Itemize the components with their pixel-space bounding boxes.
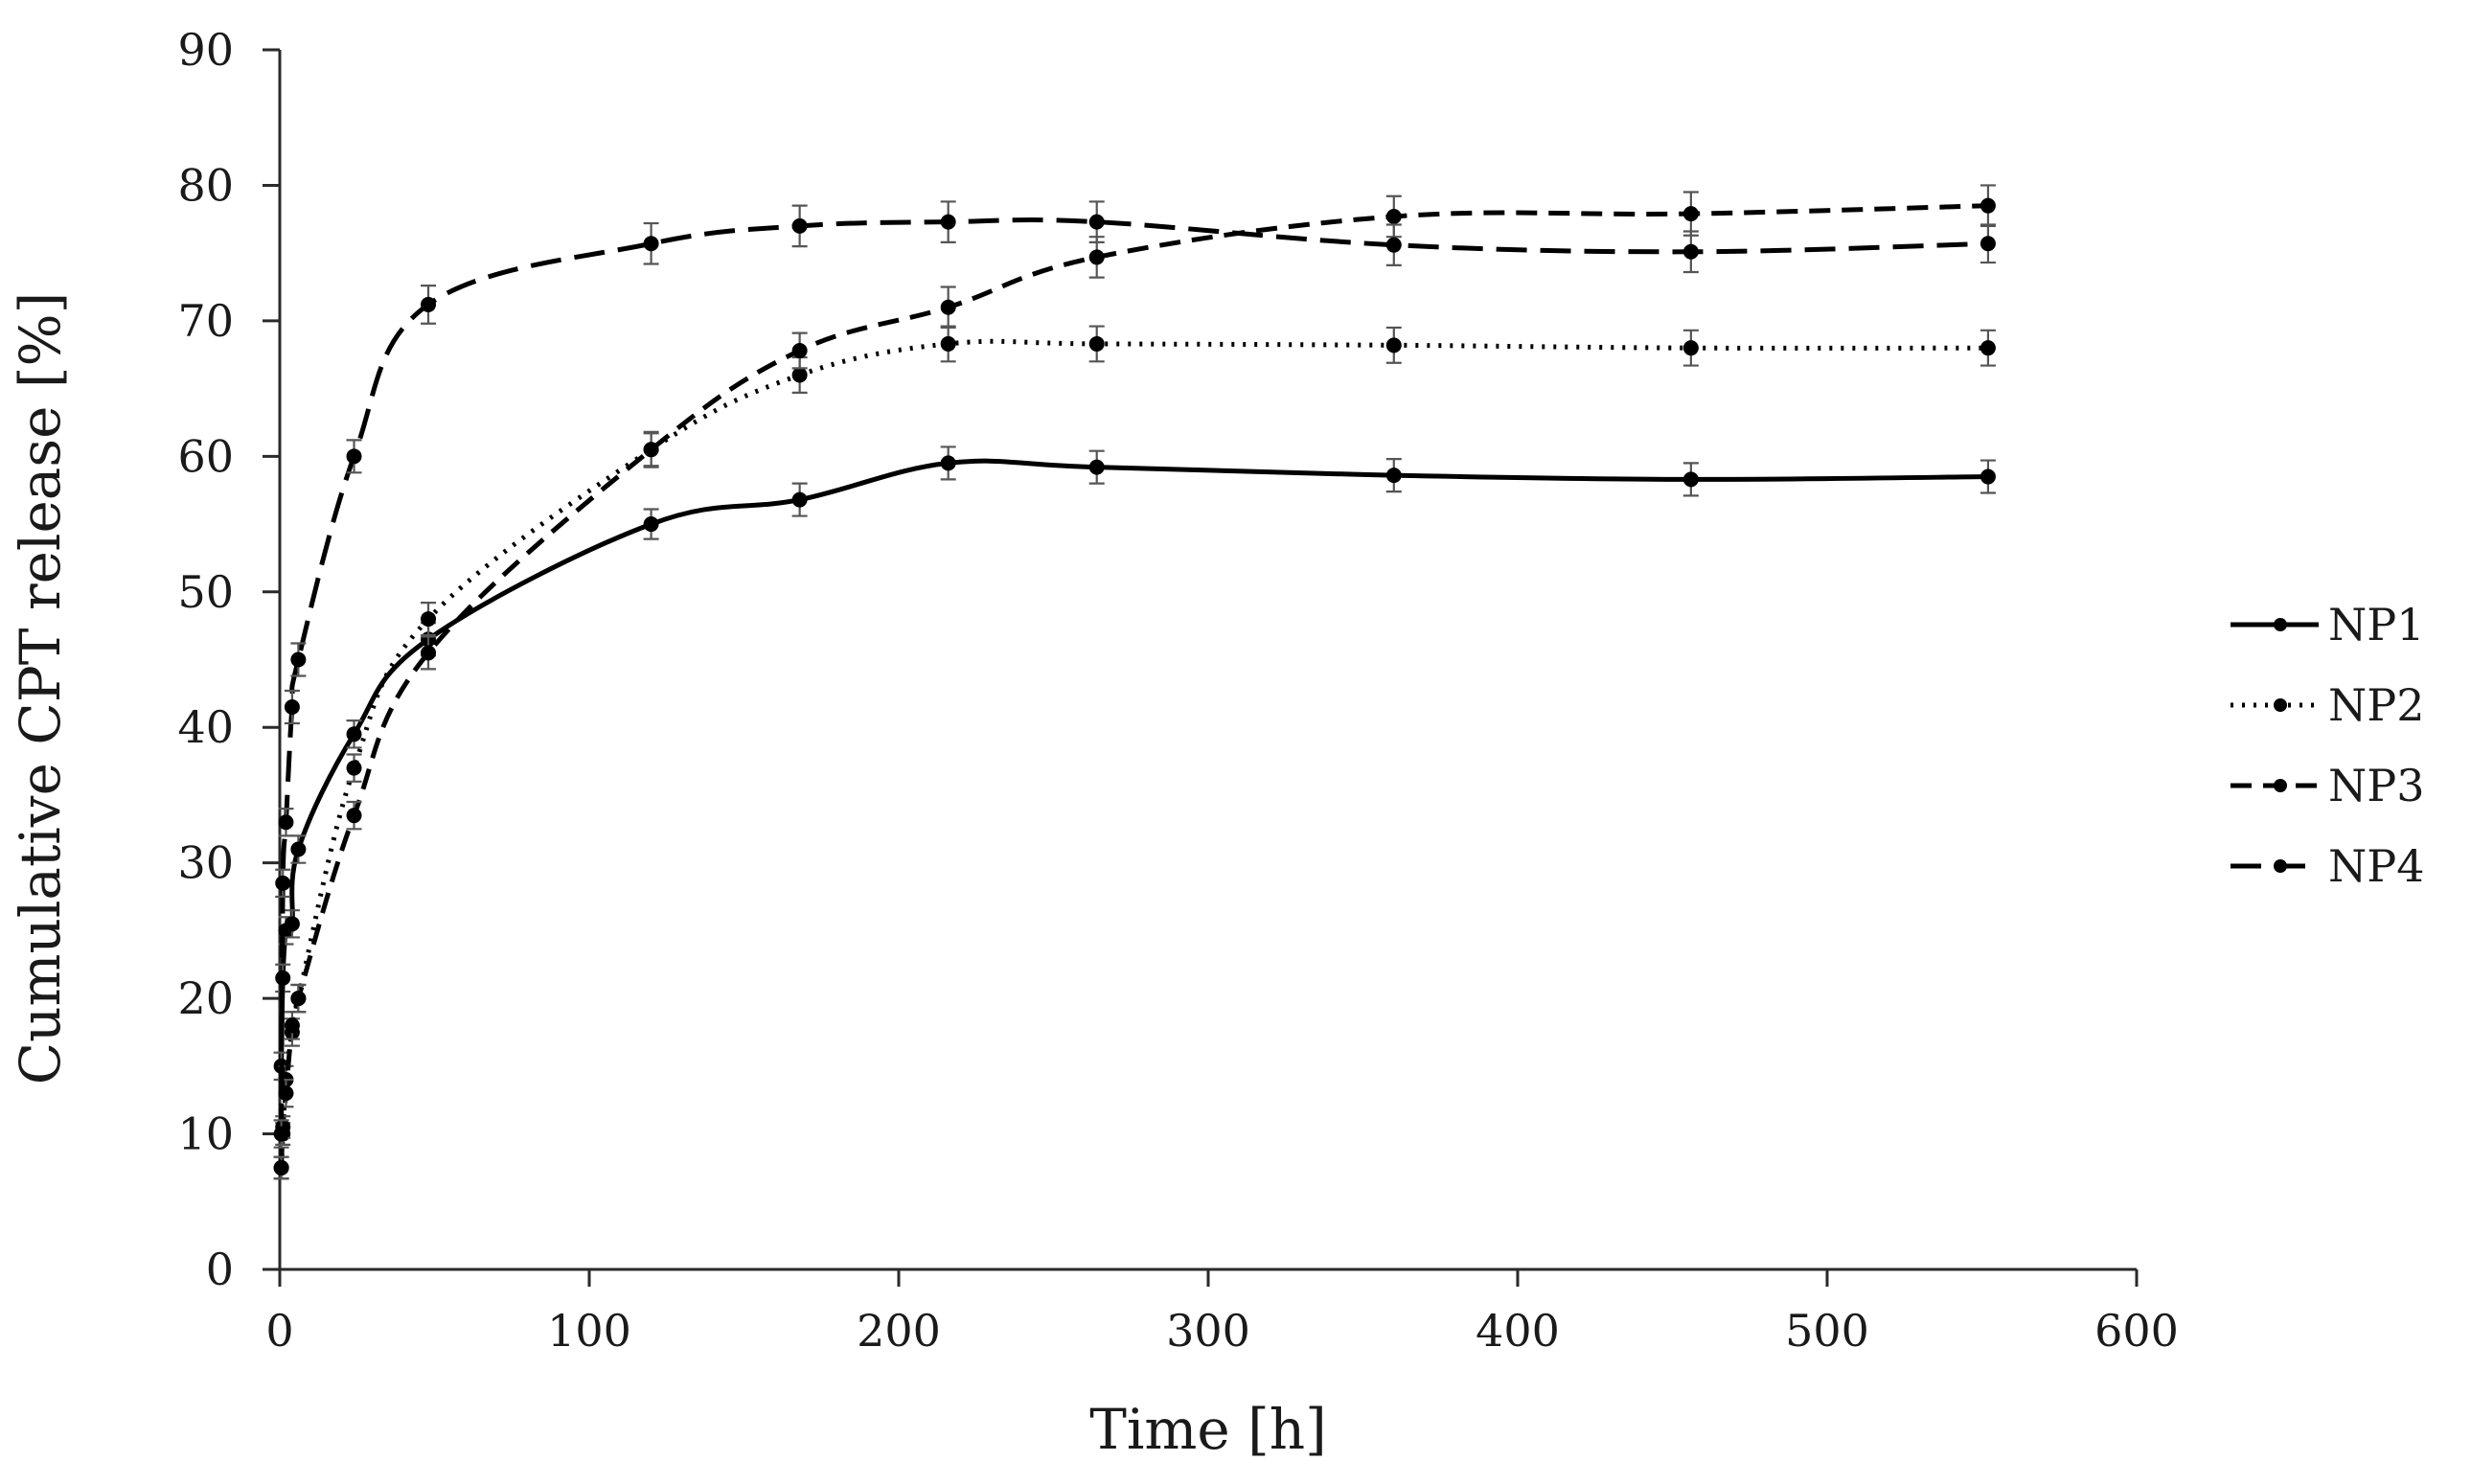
y-tick-label: 70 <box>177 295 234 347</box>
data-point <box>1979 197 1996 214</box>
data-point <box>278 814 294 831</box>
series-np2 <box>273 325 1996 1180</box>
data-point <box>940 299 956 315</box>
data-point <box>1385 237 1402 253</box>
data-point <box>1682 471 1699 488</box>
data-point <box>1088 459 1105 475</box>
y-tick-label: 80 <box>177 159 234 211</box>
data-point <box>791 367 808 383</box>
axes: 0 10 20 30 40 50 60 70 80 90 0 100 200 300 400 500 600 <box>177 24 2178 1357</box>
series-line-np1 <box>279 458 1989 1066</box>
series-line-np2 <box>279 338 1989 1169</box>
y-tick-label: 90 <box>177 24 234 76</box>
y-tick-label: 20 <box>177 972 234 1024</box>
data-point <box>421 611 437 628</box>
data-point <box>346 760 362 776</box>
data-point <box>940 214 956 230</box>
y-tick-label: 30 <box>177 837 234 889</box>
x-tick-label: 500 <box>1785 1305 1869 1357</box>
data-point <box>643 236 659 252</box>
legend: NP1 NP2 NP3 NP4 <box>2231 599 2424 892</box>
x-tick-label: 100 <box>547 1305 631 1357</box>
data-point <box>1385 468 1402 484</box>
legend-marker <box>2274 698 2287 712</box>
y-tick-label: 50 <box>177 566 234 618</box>
data-point <box>284 699 300 716</box>
data-point <box>1682 340 1699 356</box>
data-point <box>273 1126 289 1142</box>
data-point <box>1682 206 1699 222</box>
data-point <box>421 645 437 661</box>
y-tick-label: 10 <box>177 1108 234 1160</box>
legend-item-np2: NP2 <box>2231 679 2424 731</box>
data-point <box>1088 214 1105 230</box>
x-tick-label: 200 <box>857 1305 941 1357</box>
data-point <box>1385 208 1402 224</box>
data-point <box>346 808 362 824</box>
legend-item-np1: NP1 <box>2231 599 2424 651</box>
data-point <box>940 335 956 352</box>
series-layer <box>273 184 1996 1180</box>
legend-item-np3: NP3 <box>2231 760 2424 811</box>
data-point <box>290 651 307 668</box>
data-point <box>1979 236 1996 252</box>
series-np1 <box>273 445 1996 1082</box>
x-axis-label: Time [h] <box>1089 1397 1327 1462</box>
series-line-np3 <box>279 203 1989 1168</box>
data-point <box>273 1159 289 1176</box>
data-point <box>1979 340 1996 356</box>
x-tick-label: 0 <box>265 1305 293 1357</box>
data-point <box>346 726 362 742</box>
data-point <box>1088 335 1105 352</box>
legend-marker <box>2274 859 2287 873</box>
data-point <box>643 442 659 458</box>
y-tick-label: 40 <box>177 701 234 753</box>
x-tick-label: 300 <box>1166 1305 1250 1357</box>
legend-label: NP2 <box>2328 679 2424 731</box>
legend-label: NP3 <box>2328 760 2424 811</box>
legend-item-np4: NP4 <box>2231 840 2424 892</box>
y-tick-label: 0 <box>206 1244 234 1295</box>
legend-marker <box>2274 779 2287 792</box>
data-point <box>1682 243 1699 260</box>
x-tick-label: 600 <box>2094 1305 2179 1357</box>
data-point <box>290 991 307 1007</box>
data-point <box>791 343 808 359</box>
data-point <box>791 217 808 234</box>
data-point <box>940 455 956 471</box>
data-point <box>1979 468 1996 485</box>
series-line-np4 <box>279 217 1989 1134</box>
data-point <box>284 916 300 932</box>
y-axis-label: Cumulative CPT release [%] <box>8 292 73 1085</box>
legend-label: NP1 <box>2328 599 2424 651</box>
data-point <box>284 1017 300 1034</box>
legend-label: NP4 <box>2328 840 2424 892</box>
data-point <box>1385 337 1402 354</box>
legend-marker <box>2274 618 2287 631</box>
data-point <box>791 491 808 508</box>
x-tick-label: 400 <box>1476 1305 1560 1357</box>
series-np3 <box>273 184 1996 1180</box>
data-point <box>421 296 437 312</box>
data-point <box>643 516 659 533</box>
y-tick-label: 60 <box>177 430 234 482</box>
series-np4 <box>273 200 1996 1149</box>
data-point <box>275 875 291 891</box>
data-point <box>1088 249 1105 265</box>
data-point <box>290 841 307 857</box>
data-point <box>346 448 362 465</box>
